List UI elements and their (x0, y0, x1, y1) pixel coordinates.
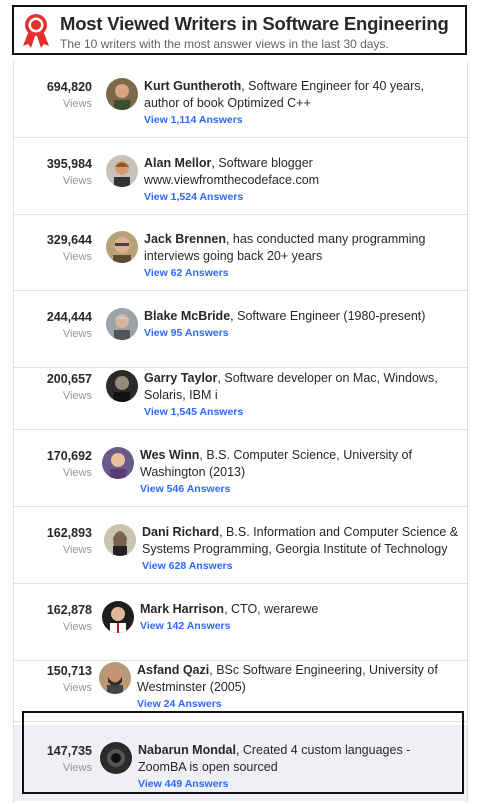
view-answers-link[interactable]: View 95 Answers (144, 327, 229, 339)
view-count: 150,713 (46, 664, 92, 678)
section-header: Most Viewed Writers in Software Engineer… (12, 5, 467, 55)
view-count: 395,984 (46, 157, 92, 171)
writer-name[interactable]: Asfand Qazi (137, 663, 210, 677)
writer-bio: , Software Engineer (1980-present) (230, 309, 426, 323)
view-answers-link[interactable]: View 142 Answers (140, 620, 231, 632)
writer-name[interactable]: Dani Richard (142, 525, 220, 539)
writer-name[interactable]: Nabarun Mondal (138, 743, 236, 757)
views-label: Views (62, 682, 92, 694)
writer-bio: , Created 4 custom languages - ZoomBA is… (138, 743, 411, 774)
page-title: Most Viewed Writers in Software Engineer… (60, 13, 449, 34)
writer-name[interactable]: Kurt Guntheroth (144, 79, 242, 93)
view-answers-link[interactable]: View 546 Answers (140, 483, 231, 495)
view-answers-link[interactable]: View 24 Answers (137, 698, 222, 710)
writers-list: 694,820 Views Kurt Guntheroth, Software … (13, 61, 468, 803)
avatar[interactable] (99, 662, 131, 694)
writer-name[interactable]: Garry Taylor (144, 371, 218, 385)
views-label: Views (62, 328, 92, 340)
writer-bio: , Software blogger www.viewfromthecodefa… (144, 156, 320, 187)
views-label: Views (62, 467, 92, 479)
writer-row: 244,444 Views Blake McBride, Software En… (14, 291, 467, 368)
writer-name[interactable]: Mark Harrison (140, 602, 225, 616)
writer-row: 200,657 Views Garry Taylor, Software dev… (14, 353, 467, 430)
view-count: 200,657 (46, 372, 92, 386)
view-count: 329,644 (46, 233, 92, 247)
writer-row: 147,735 Views Nabarun Mondal, Created 4 … (14, 725, 467, 801)
avatar[interactable] (106, 155, 138, 187)
writer-bio: , BSc Software Engineering, University o… (137, 663, 438, 694)
avatar[interactable] (102, 447, 134, 479)
writer-row: 329,644 Views Jack Brennen, has conducte… (14, 214, 467, 291)
views-label: Views (62, 544, 92, 556)
view-answers-link[interactable]: View 628 Answers (142, 560, 233, 572)
views-label: Views (62, 175, 92, 187)
view-count: 162,893 (46, 526, 92, 540)
writer-row: 170,692 Views Wes Winn, B.S. Computer Sc… (14, 430, 467, 507)
page-subtitle: The 10 writers with the most answer view… (60, 37, 389, 51)
writer-bio: , Software Engineer for 40 years, author… (144, 79, 424, 110)
view-answers-link[interactable]: View 1,114 Answers (144, 114, 243, 126)
writer-row: 694,820 Views Kurt Guntheroth, Software … (14, 61, 467, 138)
views-label: Views (62, 621, 92, 633)
views-label: Views (62, 390, 92, 402)
view-count: 244,444 (46, 310, 92, 324)
writer-row: 150,713 Views Asfand Qazi, BSc Software … (14, 645, 467, 722)
avatar[interactable] (100, 742, 132, 774)
writer-bio: , Software developer on Mac, Windows, So… (144, 371, 438, 402)
writer-bio: , CTO, werarewe (224, 602, 319, 616)
view-answers-link[interactable]: View 449 Answers (138, 778, 229, 790)
view-count: 147,735 (46, 744, 92, 758)
writer-name[interactable]: Wes Winn (140, 448, 200, 462)
avatar[interactable] (106, 308, 138, 340)
view-answers-link[interactable]: View 1,545 Answers (144, 406, 244, 418)
writer-row: 162,878 Views Mark Harrison, CTO, werare… (14, 584, 467, 661)
writer-name[interactable]: Jack Brennen (144, 232, 226, 246)
views-label: Views (62, 251, 92, 263)
avatar[interactable] (106, 231, 138, 263)
view-answers-link[interactable]: View 62 Answers (144, 267, 229, 279)
writer-bio: , has conducted many programming intervi… (144, 232, 426, 263)
writer-row: 162,893 Views Dani Richard, B.S. Informa… (14, 507, 467, 584)
award-badge-icon (23, 14, 49, 48)
view-count: 170,692 (46, 449, 92, 463)
avatar[interactable] (102, 601, 134, 633)
writer-bio: , B.S. Information and Computer Science … (142, 525, 459, 556)
writer-name[interactable]: Blake McBride (144, 309, 231, 323)
avatar[interactable] (106, 78, 138, 110)
avatar[interactable] (104, 524, 136, 556)
view-answers-link[interactable]: View 1,524 Answers (144, 191, 244, 203)
view-count: 694,820 (46, 80, 92, 94)
views-label: Views (62, 762, 92, 774)
views-label: Views (62, 98, 92, 110)
avatar[interactable] (106, 370, 138, 402)
writer-row: 395,984 Views Alan Mellor, Software blog… (14, 138, 467, 215)
view-count: 162,878 (46, 603, 92, 617)
writer-bio: , B.S. Computer Science, University of W… (140, 448, 412, 479)
writer-name[interactable]: Alan Mellor (144, 156, 212, 170)
